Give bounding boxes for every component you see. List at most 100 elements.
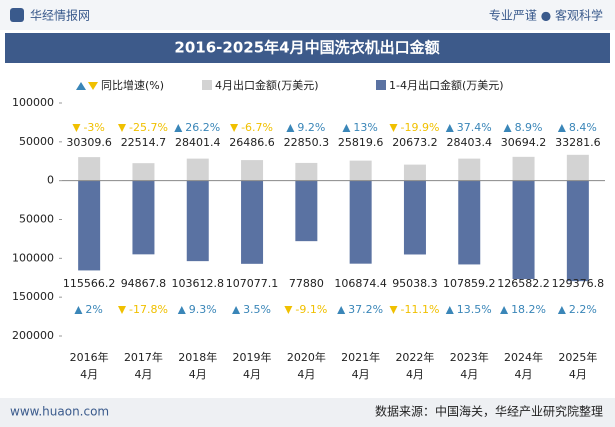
x-tick-label: 2022年 — [395, 350, 434, 364]
legend: 同比增速(%) 4月出口金额(万美元) 1-4月出口金额(万美元) — [76, 78, 504, 92]
value-label: 26486.6 — [229, 136, 275, 149]
x-tick-label: 4月 — [189, 368, 207, 381]
growth-label: -9.1% — [295, 303, 327, 316]
value-label: 115566.2 — [63, 277, 116, 290]
y-tick-label: 150000 — [12, 290, 54, 303]
growth-arrow — [557, 306, 566, 314]
bar — [349, 160, 372, 181]
y-tick-label: 100000 — [12, 96, 54, 109]
x-tick-label: 2023年 — [450, 350, 489, 364]
bar — [458, 180, 481, 265]
growth-label: 13% — [353, 121, 377, 134]
value-label: 30309.6 — [66, 136, 112, 149]
x-tick-label: 4月 — [515, 368, 533, 381]
legend-label: 4月出口金额(万美元) — [215, 78, 319, 92]
x-tick-label: 4月 — [134, 368, 152, 381]
footer-source: 数据来源：中国海关，华经产业研究院整理 — [375, 404, 603, 419]
bar — [512, 156, 535, 181]
growth-arrow — [117, 306, 126, 314]
bar — [512, 180, 535, 279]
x-tick-label: 4月 — [352, 368, 370, 381]
growth-label: -25.7% — [129, 121, 168, 134]
growth-arrow — [174, 124, 183, 132]
growth-arrow — [230, 124, 239, 132]
bar — [566, 180, 589, 282]
value-label: 129376.8 — [552, 277, 605, 290]
value-label: 22850.3 — [284, 136, 330, 149]
growth-label: 26.2% — [185, 121, 220, 134]
growth-label: 8.9% — [515, 121, 543, 134]
growth-label: 37.2% — [348, 303, 383, 316]
growth-label: 37.4% — [457, 121, 492, 134]
growth-arrow — [389, 124, 398, 132]
growth-arrow — [177, 306, 186, 314]
y-tick-label: 200000 — [12, 329, 54, 342]
bar — [78, 157, 101, 181]
value-label: 22514.7 — [121, 136, 167, 149]
growth-arrow — [284, 306, 293, 314]
legend-up-icon — [76, 82, 86, 90]
growth-arrow — [117, 124, 126, 132]
value-label: 126582.2 — [497, 277, 550, 290]
growth-label: 13.5% — [457, 303, 492, 316]
y-tick-label: 0 — [47, 174, 54, 187]
bar — [566, 154, 589, 181]
legend-down-icon — [88, 82, 98, 90]
value-label: 20673.2 — [392, 136, 438, 149]
growth-label: -11.1% — [400, 303, 439, 316]
value-label: 28401.4 — [175, 136, 221, 149]
value-label: 107077.1 — [226, 277, 279, 290]
growth-arrow — [500, 306, 509, 314]
y-tick-label: 50000 — [19, 135, 54, 148]
slogan: 专业严谨 ● 客观科学 — [489, 8, 603, 23]
growth-label: 18.2% — [511, 303, 546, 316]
bar — [186, 158, 209, 181]
value-label: 25819.6 — [338, 136, 384, 149]
growth-label: -3% — [83, 121, 104, 134]
bar — [241, 160, 264, 181]
growth-label: 2% — [85, 303, 102, 316]
growth-label: 8.4% — [569, 121, 597, 134]
x-tick-label: 2019年 — [233, 350, 272, 364]
growth-arrow — [74, 306, 83, 314]
bar — [132, 163, 155, 181]
legend-label: 同比增速(%) — [101, 78, 164, 92]
x-tick-label: 2025年 — [558, 350, 597, 364]
y-tick-label: 100000 — [12, 251, 54, 264]
value-label: 28403.4 — [447, 136, 493, 149]
growth-arrow — [337, 306, 346, 314]
legend-label: 1-4月出口金额(万美元) — [389, 78, 504, 92]
growth-arrow — [232, 306, 241, 314]
bar — [458, 158, 481, 181]
value-label: 33281.6 — [555, 136, 601, 149]
bar — [78, 180, 101, 271]
value-label: 103612.8 — [172, 277, 225, 290]
growth-label: -17.8% — [129, 303, 168, 316]
logo — [10, 8, 24, 22]
header-bg — [0, 0, 615, 30]
growth-label: 2.2% — [569, 303, 597, 316]
growth-arrow — [389, 306, 398, 314]
legend-swatch — [376, 80, 386, 90]
bar — [349, 180, 372, 264]
x-tick-label: 4月 — [80, 368, 98, 381]
bar — [403, 180, 426, 255]
chart-title: 2016-2025年4月中国洗衣机出口金额 — [174, 39, 439, 57]
x-tick-label: 4月 — [569, 368, 587, 381]
growth-label: -19.9% — [400, 121, 439, 134]
footer-bg — [0, 398, 615, 427]
value-label: 107859.2 — [443, 277, 496, 290]
growth-arrow — [342, 124, 351, 132]
growth-arrow — [286, 124, 295, 132]
x-tick-label: 2016年 — [70, 350, 109, 364]
growth-arrow — [445, 306, 454, 314]
bar — [295, 162, 318, 181]
growth-label: -6.7% — [241, 121, 273, 134]
x-tick-label: 4月 — [297, 368, 315, 381]
value-label: 94867.8 — [121, 277, 167, 290]
bar — [403, 164, 426, 181]
x-tick-label: 2018年 — [178, 350, 217, 364]
footer-site: www.huaon.com — [10, 405, 109, 419]
bar — [241, 180, 264, 264]
